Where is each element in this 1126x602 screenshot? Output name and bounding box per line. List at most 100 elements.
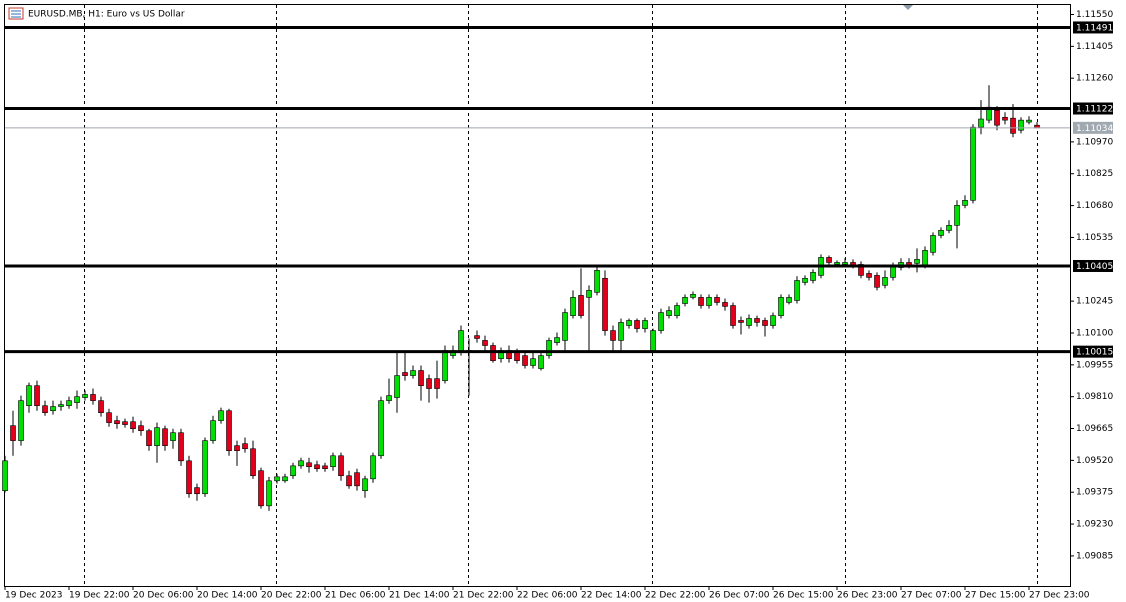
y-tick-label: 1.09665 bbox=[1076, 424, 1113, 434]
candle-body bbox=[370, 455, 376, 480]
y-tick-label: 1.10680 bbox=[1076, 201, 1113, 211]
candle-body bbox=[202, 440, 208, 495]
y-tick-label: 1.09955 bbox=[1076, 360, 1113, 370]
candle-body bbox=[146, 430, 152, 446]
y-tick-label: 1.10970 bbox=[1076, 137, 1113, 147]
candle-body bbox=[442, 350, 448, 381]
candle-body bbox=[882, 277, 888, 286]
candle-body bbox=[578, 295, 584, 316]
candle-body bbox=[74, 396, 80, 403]
candle-body bbox=[178, 432, 184, 462]
candle-body bbox=[258, 470, 264, 507]
candle-body bbox=[162, 428, 168, 446]
candle-body bbox=[658, 312, 664, 331]
x-tick-label: 19 Dec 22:00 bbox=[69, 591, 130, 601]
candle-body bbox=[730, 305, 736, 326]
candle-body bbox=[266, 480, 272, 507]
candle-body bbox=[938, 230, 944, 236]
candle-body bbox=[738, 320, 744, 323]
candle-body bbox=[130, 421, 136, 430]
candle-body bbox=[538, 355, 544, 369]
candle-body bbox=[170, 432, 176, 441]
x-tick-label: 21 Dec 22:00 bbox=[453, 591, 514, 601]
candle-body bbox=[394, 375, 400, 398]
candle-body bbox=[82, 394, 88, 398]
candle-body bbox=[642, 320, 648, 329]
candle-body bbox=[746, 318, 752, 326]
candle-body bbox=[922, 250, 928, 266]
bid-label: 1.11034 bbox=[1076, 124, 1113, 134]
candle-body bbox=[226, 410, 232, 452]
candle-body bbox=[474, 335, 480, 339]
candle-body bbox=[794, 280, 800, 301]
y-tick-label: 1.10535 bbox=[1076, 233, 1113, 243]
x-tick-label: 20 Dec 14:00 bbox=[197, 591, 258, 601]
candle-body bbox=[914, 259, 920, 264]
series-layer: 1.11550 1.11405 1.11260 1.10970 1.10825 1.106… bbox=[2, 10, 1113, 601]
candle-body bbox=[2, 460, 8, 491]
x-tick-label: 21 Dec 14:00 bbox=[389, 591, 450, 601]
shift-marker bbox=[903, 5, 913, 10]
candle-body bbox=[834, 262, 840, 265]
level-label-box bbox=[1073, 21, 1113, 34]
y-tick-label: 1.11550 bbox=[1076, 10, 1113, 20]
candle-body bbox=[218, 410, 224, 421]
candle-body bbox=[186, 460, 192, 495]
day-separators bbox=[84, 5, 1038, 586]
candle-body bbox=[946, 225, 952, 231]
candle-body bbox=[250, 448, 256, 477]
candle-body bbox=[1018, 119, 1024, 131]
y-tick-label: 1.09375 bbox=[1076, 488, 1113, 498]
candle-body bbox=[58, 404, 64, 407]
candle-body bbox=[810, 272, 816, 281]
level-label: 1.11491 bbox=[1076, 23, 1113, 33]
chart-title: EURUSD.MB, H1: Euro vs US Dollar bbox=[28, 10, 185, 20]
candle-body bbox=[434, 378, 440, 389]
candle-body bbox=[994, 109, 1000, 126]
candle-body bbox=[338, 455, 344, 477]
candle-body bbox=[234, 445, 240, 452]
candle-body bbox=[634, 320, 640, 329]
candle-body bbox=[706, 297, 712, 306]
candle-body bbox=[554, 337, 560, 343]
level-label-box bbox=[1073, 345, 1113, 358]
candle-body bbox=[778, 297, 784, 316]
candle-body bbox=[690, 294, 696, 298]
symbol-icon bbox=[8, 7, 24, 20]
candle-body bbox=[386, 395, 392, 401]
candle-body bbox=[18, 400, 24, 441]
candle-body bbox=[978, 118, 984, 128]
candle-body bbox=[298, 460, 304, 467]
candle-body bbox=[66, 400, 72, 406]
x-tick-label: 27 Dec 23:00 bbox=[1029, 591, 1090, 601]
x-tick-label: 19 Dec 2023 bbox=[5, 591, 63, 601]
candle-body bbox=[426, 378, 432, 389]
candle-body bbox=[90, 394, 96, 401]
candle-body bbox=[562, 312, 568, 341]
candle-body bbox=[530, 358, 536, 366]
candle-body bbox=[714, 297, 720, 303]
candle-body bbox=[610, 330, 616, 341]
x-tick-label: 26 Dec 07:00 bbox=[709, 591, 770, 601]
x-tick-label: 27 Dec 07:00 bbox=[901, 591, 962, 601]
candle-body bbox=[954, 205, 960, 226]
y-tick-label: 1.10245 bbox=[1076, 297, 1113, 307]
candle-body bbox=[114, 420, 120, 424]
candle-body bbox=[210, 420, 216, 441]
candle-body bbox=[410, 370, 416, 376]
candle-body bbox=[602, 277, 608, 331]
candle-body bbox=[378, 400, 384, 457]
x-tick-label: 22 Dec 06:00 bbox=[517, 591, 578, 601]
candle-body bbox=[522, 355, 528, 366]
bid-label-box bbox=[1073, 121, 1113, 134]
candle-body bbox=[866, 273, 872, 278]
y-tick-label: 1.10825 bbox=[1076, 169, 1113, 179]
candle-body bbox=[314, 464, 320, 470]
candle-body bbox=[962, 200, 968, 206]
candle-body bbox=[570, 297, 576, 316]
candle-body bbox=[722, 302, 728, 307]
y-tick-label: 1.09085 bbox=[1076, 551, 1113, 561]
candle-body bbox=[682, 297, 688, 304]
y-tick-label: 1.10100 bbox=[1076, 328, 1113, 338]
y-tick-label: 1.09230 bbox=[1076, 520, 1113, 530]
